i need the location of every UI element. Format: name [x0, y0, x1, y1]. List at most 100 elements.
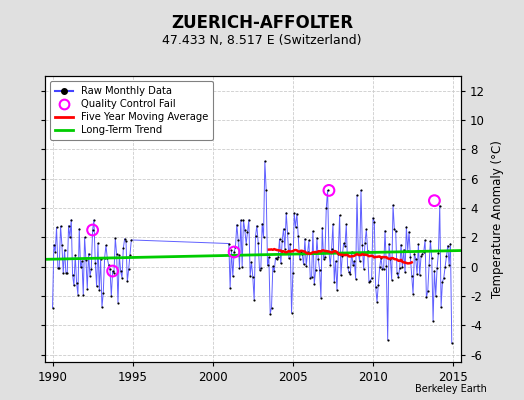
- Point: [282, 210, 290, 216]
- Point: [235, 264, 244, 271]
- Point: [116, 268, 125, 274]
- Point: [51, 249, 59, 255]
- Point: [233, 222, 241, 228]
- Point: [269, 263, 277, 270]
- Point: [253, 222, 261, 229]
- Text: ZUERICH-AFFOLTER: ZUERICH-AFFOLTER: [171, 14, 353, 32]
- Point: [309, 228, 317, 234]
- Point: [423, 288, 432, 295]
- Point: [234, 237, 242, 243]
- Point: [294, 232, 302, 239]
- Point: [96, 256, 105, 262]
- Point: [59, 270, 68, 276]
- Point: [228, 273, 237, 280]
- Point: [349, 262, 357, 268]
- Point: [53, 264, 62, 271]
- Point: [345, 269, 353, 275]
- Point: [446, 240, 455, 247]
- Point: [91, 259, 100, 266]
- Point: [409, 291, 417, 297]
- Point: [426, 238, 434, 244]
- Point: [125, 266, 133, 272]
- Point: [376, 264, 384, 270]
- Point: [341, 243, 349, 249]
- Point: [444, 242, 452, 249]
- Point: [238, 264, 246, 270]
- Point: [413, 271, 421, 277]
- Point: [72, 280, 81, 286]
- Point: [441, 264, 449, 270]
- Point: [372, 284, 380, 290]
- Point: [82, 256, 90, 263]
- Point: [396, 265, 404, 271]
- Point: [62, 270, 70, 276]
- Point: [335, 212, 344, 218]
- Point: [50, 242, 58, 248]
- Point: [123, 278, 132, 285]
- Point: [283, 230, 292, 236]
- Point: [342, 221, 351, 228]
- Point: [399, 246, 408, 253]
- Point: [325, 187, 333, 194]
- Point: [346, 271, 355, 278]
- Point: [237, 217, 245, 223]
- Point: [98, 304, 106, 310]
- Point: [94, 240, 102, 247]
- Point: [90, 217, 98, 223]
- Point: [384, 337, 392, 343]
- Point: [275, 236, 283, 242]
- Point: [265, 254, 273, 260]
- Point: [416, 272, 424, 278]
- Point: [63, 270, 71, 276]
- Point: [440, 275, 448, 281]
- Point: [260, 158, 269, 164]
- Point: [87, 266, 95, 272]
- Point: [430, 198, 439, 204]
- Point: [315, 267, 324, 273]
- Point: [437, 304, 445, 310]
- Point: [422, 294, 431, 301]
- Point: [352, 275, 360, 282]
- Point: [83, 286, 92, 292]
- Point: [101, 254, 109, 261]
- Point: [255, 267, 264, 273]
- Point: [66, 234, 74, 240]
- Point: [121, 236, 129, 242]
- Point: [411, 256, 420, 262]
- Point: [277, 260, 285, 267]
- Point: [127, 237, 136, 243]
- Point: [434, 250, 443, 256]
- Point: [99, 290, 107, 296]
- Point: [262, 187, 270, 194]
- Point: [433, 265, 441, 271]
- Point: [55, 264, 63, 271]
- Point: [389, 202, 397, 208]
- Point: [74, 291, 82, 298]
- Point: [369, 215, 377, 221]
- Point: [361, 240, 369, 246]
- Point: [266, 310, 275, 317]
- Point: [230, 249, 238, 255]
- Point: [316, 294, 325, 301]
- Point: [270, 268, 278, 275]
- Point: [226, 285, 234, 291]
- Point: [405, 228, 413, 235]
- Point: [386, 256, 395, 262]
- Point: [247, 259, 256, 265]
- Point: [242, 241, 250, 247]
- Point: [337, 272, 345, 279]
- Point: [364, 248, 372, 254]
- Point: [231, 244, 239, 250]
- Point: [429, 318, 437, 324]
- Point: [321, 254, 329, 260]
- Point: [398, 264, 407, 270]
- Point: [254, 239, 263, 246]
- Point: [318, 224, 326, 231]
- Point: [77, 264, 85, 271]
- Point: [358, 242, 366, 248]
- Point: [425, 262, 433, 268]
- Point: [113, 251, 121, 258]
- Point: [245, 216, 253, 223]
- Point: [365, 279, 373, 285]
- Point: [227, 247, 236, 254]
